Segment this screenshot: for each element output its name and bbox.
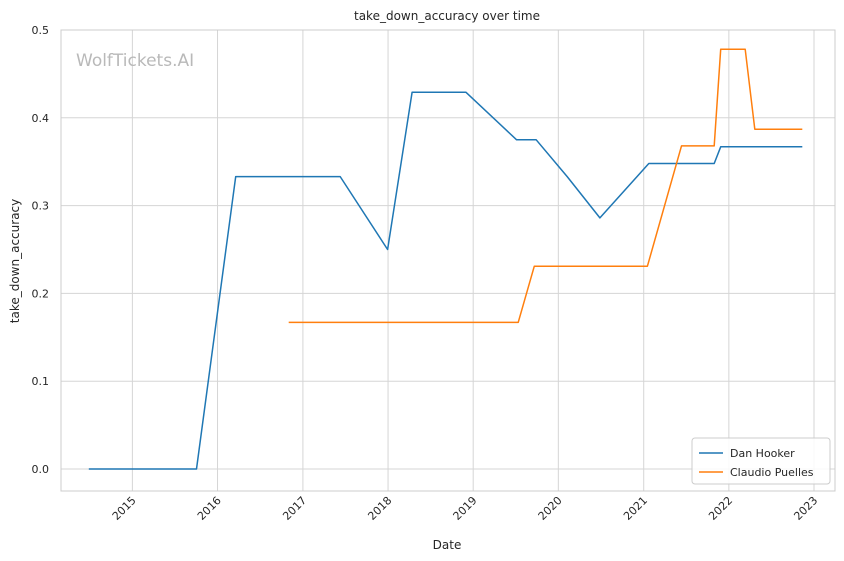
y-tick-label: 0.1 bbox=[32, 375, 50, 388]
x-tick-label: 2021 bbox=[621, 494, 650, 523]
series-lines bbox=[88, 48, 803, 470]
series-line-dan-hooker bbox=[88, 91, 803, 470]
series-line-claudio-puelles bbox=[288, 48, 803, 324]
y-tick-label: 0.5 bbox=[32, 24, 50, 37]
y-axis-label: take_down_accuracy bbox=[8, 199, 22, 323]
legend-label-dan-hooker: Dan Hooker bbox=[730, 447, 795, 460]
chart-title: take_down_accuracy over time bbox=[354, 9, 540, 23]
watermark: WolfTickets.AI bbox=[76, 51, 194, 71]
plot-frame bbox=[60, 29, 836, 492]
y-tick-labels: 0.0 0.1 0.2 0.3 0.4 0.5 bbox=[32, 24, 50, 476]
x-tick-label: 2022 bbox=[706, 494, 735, 523]
x-tick-label: 2019 bbox=[451, 494, 480, 523]
y-tick-label: 0.0 bbox=[32, 463, 50, 476]
legend-box bbox=[691, 437, 831, 485]
x-tick-label: 2017 bbox=[280, 494, 309, 523]
x-tick-label: 2018 bbox=[365, 494, 394, 523]
x-tick-labels: 2015 2016 2017 2018 2019 2020 2021 2022 2023 bbox=[110, 494, 821, 523]
x-tick-label: 2020 bbox=[536, 494, 565, 523]
y-tick-label: 0.4 bbox=[32, 112, 50, 125]
x-axis-label: Date bbox=[433, 538, 462, 552]
x-tick-label: 2016 bbox=[195, 494, 224, 523]
legend: Dan Hooker Claudio Puelles bbox=[691, 437, 831, 485]
x-tick-label: 2015 bbox=[110, 494, 139, 523]
y-tick-label: 0.3 bbox=[32, 200, 50, 213]
legend-label-claudio-puelles: Claudio Puelles bbox=[730, 466, 814, 479]
y-tick-label: 0.2 bbox=[32, 287, 50, 300]
grid bbox=[61, 29, 835, 491]
x-tick-label: 2023 bbox=[791, 494, 820, 523]
